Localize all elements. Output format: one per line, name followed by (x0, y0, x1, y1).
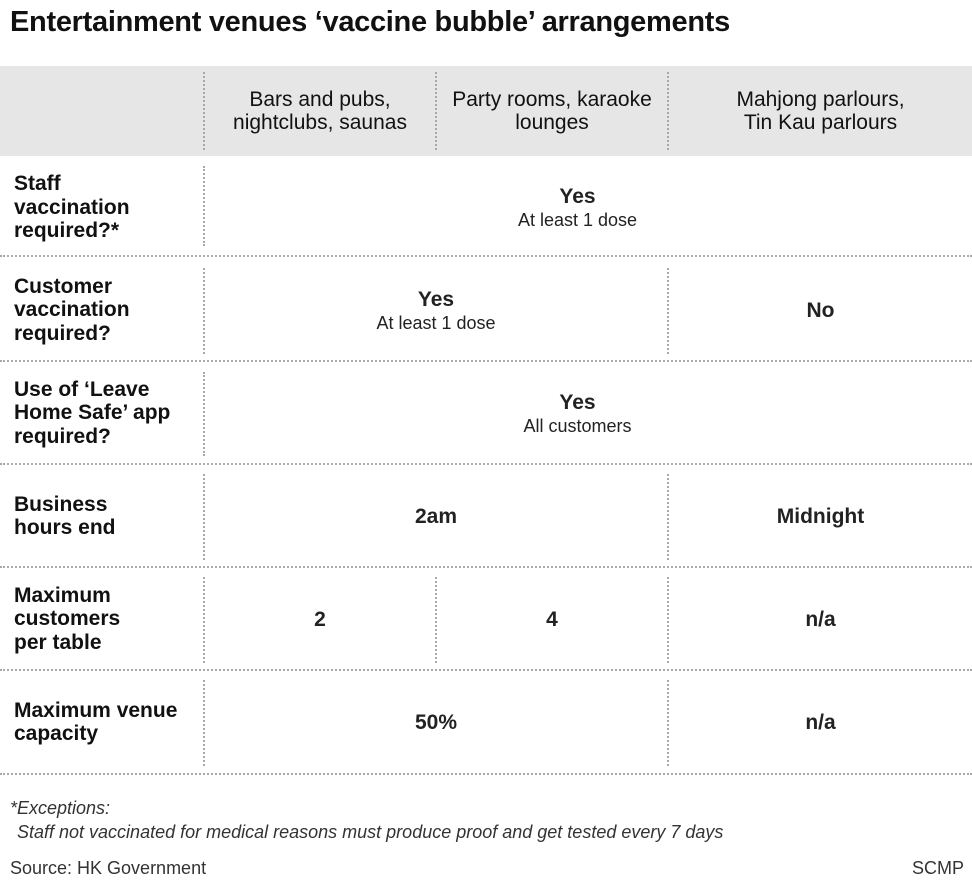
header-divider (203, 72, 205, 150)
cell-customer-vaccination-bars-party: Yes At least 1 dose (376, 287, 496, 333)
column-divider (667, 474, 669, 560)
column-divider (435, 577, 437, 663)
column-divider (203, 577, 205, 663)
cell-business-hours-mahjong: Midnight (776, 504, 865, 528)
column-divider (203, 474, 205, 560)
row-label-customer-vaccination: Customer vaccination required? (14, 274, 130, 345)
column-header-mahjong: Mahjong parlours, Tin Kau parlours (736, 88, 905, 134)
row-label-leave-home-safe: Use of ‘Leave Home Safe’ app required? (14, 377, 171, 448)
column-divider (667, 268, 669, 354)
row-label-business-hours: Business hours end (14, 492, 116, 540)
row-label-staff-vaccination: Staff vaccination required?* (14, 172, 130, 243)
cell-max-capacity-mahjong: n/a (805, 710, 836, 734)
row-divider (0, 255, 972, 257)
cell-max-customers-party: 4 (546, 607, 558, 631)
table-header (0, 66, 972, 156)
page-title: Entertainment venues ‘vaccine bubble’ ar… (10, 6, 730, 38)
column-divider (203, 680, 205, 766)
footnote-text: Staff not vaccinated for medical reasons… (17, 822, 724, 842)
row-label-max-capacity: Maximum venue capacity (14, 698, 178, 746)
column-divider (203, 372, 205, 456)
cell-business-hours-bars-party: 2am (414, 504, 458, 528)
row-label-max-customers: Maximum customers per table (14, 583, 121, 654)
source-credit: Source: HK Government (10, 858, 207, 878)
header-divider (435, 72, 437, 150)
column-divider (667, 680, 669, 766)
row-divider (0, 463, 972, 465)
cell-max-customers-bars: 2 (314, 607, 326, 631)
table-bottom-border (0, 773, 972, 775)
cell-max-capacity-bars-party: 50% (414, 710, 458, 734)
publisher-credit: SCMP (911, 858, 964, 878)
column-divider (203, 268, 205, 354)
cell-customer-vaccination-mahjong: No (806, 298, 835, 322)
column-divider (667, 577, 669, 663)
cell-max-customers-mahjong: n/a (805, 607, 836, 631)
row-divider (0, 669, 972, 671)
row-divider (0, 566, 972, 568)
cell-staff-vaccination-all: Yes At least 1 dose (517, 185, 638, 230)
header-divider (667, 72, 669, 150)
footnote-heading: *Exceptions: (10, 798, 111, 818)
row-divider (0, 360, 972, 362)
cell-leave-home-safe-all: Yes All customers (523, 390, 632, 436)
column-header-party: Party rooms, karaoke lounges (452, 88, 652, 134)
column-header-bars: Bars and pubs, nightclubs, saunas (233, 88, 407, 134)
column-divider (203, 166, 205, 246)
